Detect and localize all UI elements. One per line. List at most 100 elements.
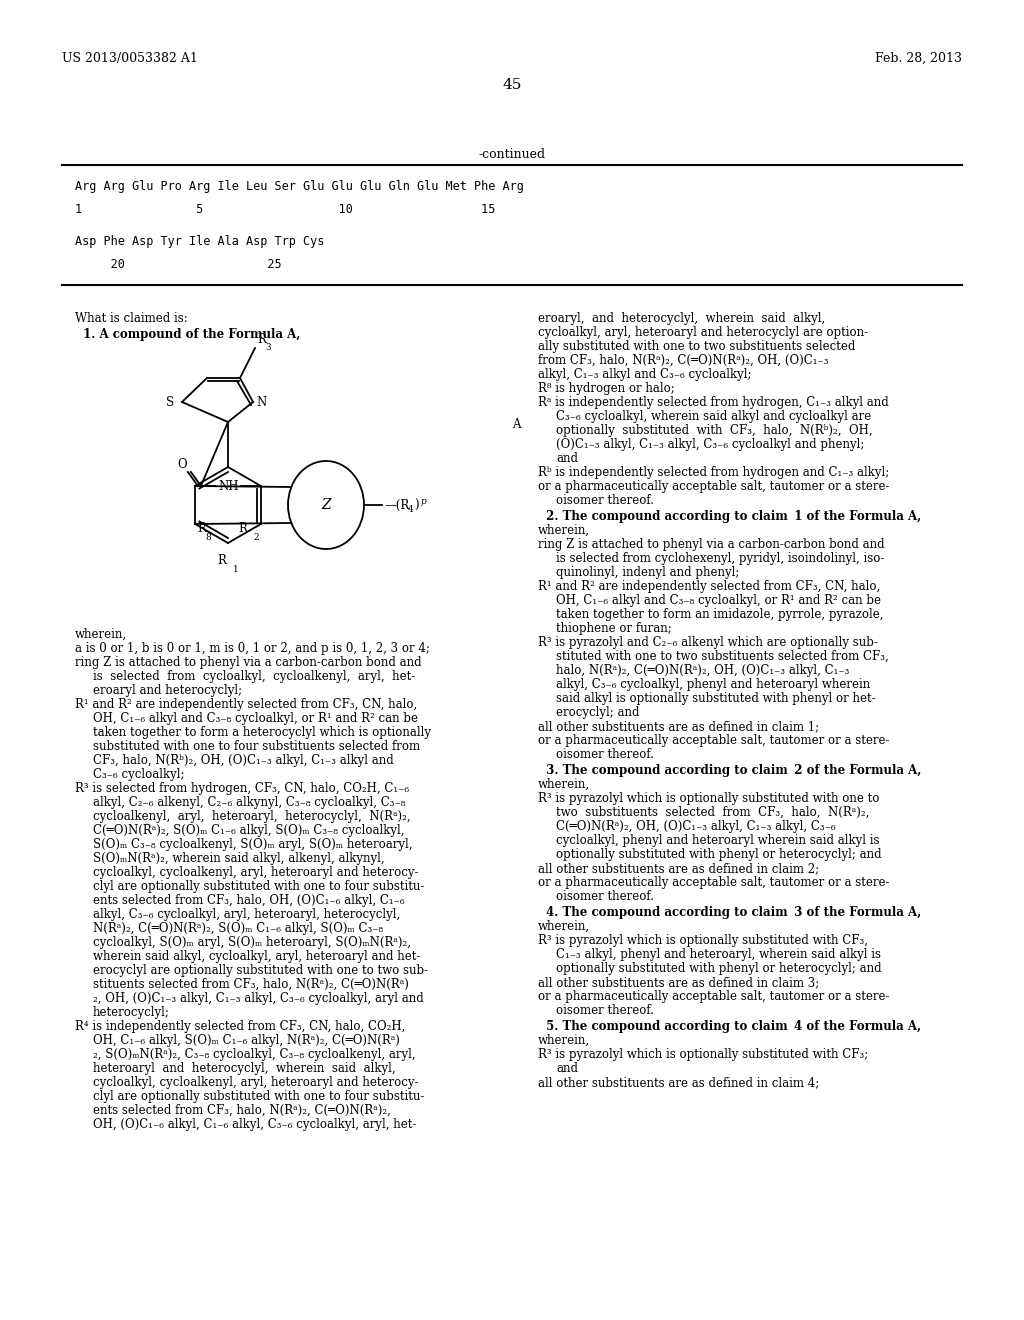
Text: S: S xyxy=(166,396,174,408)
Text: wherein said alkyl, cycloalkyl, aryl, heteroaryl and het-: wherein said alkyl, cycloalkyl, aryl, he… xyxy=(93,950,421,964)
Text: p: p xyxy=(421,496,427,506)
Text: all other substituents are as defined in claim 2;: all other substituents are as defined in… xyxy=(538,862,819,875)
Text: US 2013/0053382 A1: US 2013/0053382 A1 xyxy=(62,51,198,65)
Text: alkyl, C₁₋₃ alkyl and C₃₋₆ cycloalkyl;: alkyl, C₁₋₃ alkyl and C₃₋₆ cycloalkyl; xyxy=(538,368,752,381)
Text: two  substituents  selected  from  CF₃,  halo,  N(Rᵃ)₂,: two substituents selected from CF₃, halo… xyxy=(556,807,869,818)
Text: all other substituents are as defined in claim 3;: all other substituents are as defined in… xyxy=(538,975,819,989)
Text: taken together to form a heterocyclyl which is optionally: taken together to form a heterocyclyl wh… xyxy=(93,726,431,739)
Text: O: O xyxy=(177,458,187,471)
Text: C₁₋₃ alkyl, phenyl and heteroaryl, wherein said alkyl is: C₁₋₃ alkyl, phenyl and heteroaryl, where… xyxy=(556,948,881,961)
Text: oisomer thereof.: oisomer thereof. xyxy=(556,1005,654,1016)
Text: C(═O)N(Rᵃ)₂, S(O)ₘ C₁₋₆ alkyl, S(O)ₘ C₃₋₈ cycloalkyl,: C(═O)N(Rᵃ)₂, S(O)ₘ C₁₋₆ alkyl, S(O)ₘ C₃₋… xyxy=(93,824,404,837)
Text: R¹ and R² are independently selected from CF₃, CN, halo,: R¹ and R² are independently selected fro… xyxy=(538,579,881,593)
Text: R⁴ is independently selected from CF₃, CN, halo, CO₂H,: R⁴ is independently selected from CF₃, C… xyxy=(75,1020,406,1034)
Text: cycloalkyl, cycloalkenyl, aryl, heteroaryl and heterocy-: cycloalkyl, cycloalkenyl, aryl, heteroar… xyxy=(93,866,419,879)
Text: R¹ and R² are independently selected from CF₃, CN, halo,: R¹ and R² are independently selected fro… xyxy=(75,698,417,711)
Text: OH, (O)C₁₋₆ alkyl, C₁₋₆ alkyl, C₃₋₆ cycloalkyl, aryl, het-: OH, (O)C₁₋₆ alkyl, C₁₋₆ alkyl, C₃₋₆ cycl… xyxy=(93,1118,417,1131)
Text: wherein,: wherein, xyxy=(538,777,590,791)
Text: and: and xyxy=(556,451,578,465)
Text: S(O)ₘN(Rᵃ)₂, wherein said alkyl, alkenyl, alkynyl,: S(O)ₘN(Rᵃ)₂, wherein said alkyl, alkenyl… xyxy=(93,851,385,865)
Text: stituents selected from CF₃, halo, N(Rᵃ)₂, C(═O)N(Rᵃ): stituents selected from CF₃, halo, N(Rᵃ)… xyxy=(93,978,409,991)
Text: wherein,: wherein, xyxy=(538,920,590,933)
Text: —(R: —(R xyxy=(384,499,410,511)
Text: Rᵇ is independently selected from hydrogen and C₁₋₃ alkyl;: Rᵇ is independently selected from hydrog… xyxy=(538,466,889,479)
Text: alkyl, C₃₋₆ cycloalkyl, aryl, heteroaryl, heterocyclyl,: alkyl, C₃₋₆ cycloalkyl, aryl, heteroaryl… xyxy=(93,908,400,921)
Text: R⁸ is hydrogen or halo;: R⁸ is hydrogen or halo; xyxy=(538,381,675,395)
Text: ₂, S(O)ₘN(Rᵃ)₂, C₃₋₈ cycloalkyl, C₃₋₈ cycloalkenyl, aryl,: ₂, S(O)ₘN(Rᵃ)₂, C₃₋₈ cycloalkyl, C₃₋₈ cy… xyxy=(93,1048,416,1061)
Text: wherein,: wherein, xyxy=(538,1034,590,1047)
Text: ents selected from CF₃, halo, N(Rᵃ)₂, C(═O)N(Rᵃ)₂,: ents selected from CF₃, halo, N(Rᵃ)₂, C(… xyxy=(93,1104,391,1117)
Text: 45: 45 xyxy=(503,78,521,92)
Text: cycloalkyl, cycloalkenyl, aryl, heteroaryl and heterocy-: cycloalkyl, cycloalkenyl, aryl, heteroar… xyxy=(93,1076,419,1089)
Text: or a pharmaceutically acceptable salt, tautomer or a stere-: or a pharmaceutically acceptable salt, t… xyxy=(538,990,890,1003)
Text: 2: 2 xyxy=(254,533,259,543)
Text: R: R xyxy=(257,333,266,346)
Text: ring Z is attached to phenyl via a carbon-carbon bond and: ring Z is attached to phenyl via a carbo… xyxy=(538,539,885,550)
Text: 8: 8 xyxy=(205,533,211,543)
Text: cycloalkyl, phenyl and heteroaryl wherein said alkyl is: cycloalkyl, phenyl and heteroaryl wherei… xyxy=(556,834,880,847)
Text: ally substituted with one to two substituents selected: ally substituted with one to two substit… xyxy=(538,341,855,352)
Text: OH, C₁₋₆ alkyl and C₃₋₈ cycloalkyl, or R¹ and R² can be: OH, C₁₋₆ alkyl and C₃₋₈ cycloalkyl, or R… xyxy=(93,711,418,725)
Text: wherein,: wherein, xyxy=(538,524,590,537)
Text: all other substituents are as defined in claim 1;: all other substituents are as defined in… xyxy=(538,719,819,733)
Text: 2. The compound according to claim  1 of the Formula A,: 2. The compound according to claim 1 of … xyxy=(538,510,922,523)
Text: N(Rᵃ)₂, C(═O)N(Rᵃ)₂, S(O)ₘ C₁₋₆ alkyl, S(O)ₘ C₃₋₈: N(Rᵃ)₂, C(═O)N(Rᵃ)₂, S(O)ₘ C₁₋₆ alkyl, S… xyxy=(93,921,383,935)
Text: R: R xyxy=(217,554,226,568)
Text: erocyclyl; and: erocyclyl; and xyxy=(556,706,640,719)
Text: from CF₃, halo, N(Rᵃ)₂, C(═O)N(Rᵃ)₂, OH, (O)C₁₋₃: from CF₃, halo, N(Rᵃ)₂, C(═O)N(Rᵃ)₂, OH,… xyxy=(538,354,828,367)
Text: 4. The compound according to claim  3 of the Formula A,: 4. The compound according to claim 3 of … xyxy=(538,906,922,919)
Text: R: R xyxy=(197,523,206,536)
Text: Feb. 28, 2013: Feb. 28, 2013 xyxy=(874,51,962,65)
Text: What is claimed is:: What is claimed is: xyxy=(75,312,187,325)
Text: OH, C₁₋₆ alkyl, S(O)ₘ C₁₋₆ alkyl, N(Rᵃ)₂, C(═O)N(Rᵃ): OH, C₁₋₆ alkyl, S(O)ₘ C₁₋₆ alkyl, N(Rᵃ)₂… xyxy=(93,1034,400,1047)
Text: optionally  substituted  with  CF₃,  halo,  N(Rᵇ)₂,  OH,: optionally substituted with CF₃, halo, N… xyxy=(556,424,872,437)
Text: S(O)ₘ C₃₋₈ cycloalkenyl, S(O)ₘ aryl, S(O)ₘ heteroaryl,: S(O)ₘ C₃₋₈ cycloalkenyl, S(O)ₘ aryl, S(O… xyxy=(93,838,413,851)
Text: 20                    25: 20 25 xyxy=(75,257,282,271)
Text: R³ is pyrazolyl which is optionally substituted with CF₃,: R³ is pyrazolyl which is optionally subs… xyxy=(538,935,868,946)
Text: Rᵃ is independently selected from hydrogen, C₁₋₃ alkyl and: Rᵃ is independently selected from hydrog… xyxy=(538,396,889,409)
Text: thiophene or furan;: thiophene or furan; xyxy=(556,622,672,635)
Text: erocyclyl are optionally substituted with one to two sub-: erocyclyl are optionally substituted wit… xyxy=(93,964,428,977)
Text: cycloalkyl, aryl, heteroaryl and heterocyclyl are option-: cycloalkyl, aryl, heteroaryl and heteroc… xyxy=(538,326,868,339)
Text: eroaryl,  and  heterocyclyl,  wherein  said  alkyl,: eroaryl, and heterocyclyl, wherein said … xyxy=(538,312,825,325)
Text: R³ is pyrazolyl which is optionally substituted with CF₃;: R³ is pyrazolyl which is optionally subs… xyxy=(538,1048,868,1061)
Text: eroaryl and heterocyclyl;: eroaryl and heterocyclyl; xyxy=(93,684,242,697)
Text: NH: NH xyxy=(218,479,239,492)
Text: optionally substituted with phenyl or heterocyclyl; and: optionally substituted with phenyl or he… xyxy=(556,962,882,975)
Text: taken together to form an imidazole, pyrrole, pyrazole,: taken together to form an imidazole, pyr… xyxy=(556,609,884,620)
Text: or a pharmaceutically acceptable salt, tautomer or a stere-: or a pharmaceutically acceptable salt, t… xyxy=(538,876,890,888)
Text: C₃₋₆ cycloalkyl, wherein said alkyl and cycloalkyl are: C₃₋₆ cycloalkyl, wherein said alkyl and … xyxy=(556,411,871,422)
Text: all other substituents are as defined in claim 4;: all other substituents are as defined in… xyxy=(538,1076,819,1089)
Text: or a pharmaceutically acceptable salt, tautomer or a stere-: or a pharmaceutically acceptable salt, t… xyxy=(538,734,890,747)
Text: is  selected  from  cycloalkyl,  cycloalkenyl,  aryl,  het-: is selected from cycloalkyl, cycloalkeny… xyxy=(93,671,416,682)
Text: a is 0 or 1, b is 0 or 1, m is 0, 1 or 2, and p is 0, 1, 2, 3 or 4;: a is 0 or 1, b is 0 or 1, m is 0, 1 or 2… xyxy=(75,642,430,655)
Text: R: R xyxy=(238,523,247,536)
Text: Z: Z xyxy=(322,498,331,512)
Text: R³ is pyrazolyl which is optionally substituted with one to: R³ is pyrazolyl which is optionally subs… xyxy=(538,792,880,805)
Text: CF₃, halo, N(Rᵇ)₂, OH, (O)C₁₋₃ alkyl, C₁₋₃ alkyl and: CF₃, halo, N(Rᵇ)₂, OH, (O)C₁₋₃ alkyl, C₁… xyxy=(93,754,394,767)
Text: heteroaryl  and  heterocyclyl,  wherein  said  alkyl,: heteroaryl and heterocyclyl, wherein sai… xyxy=(93,1063,395,1074)
Text: and: and xyxy=(556,1063,578,1074)
Text: cycloalkyl, S(O)ₘ aryl, S(O)ₘ heteroaryl, S(O)ₘN(Rᵃ)₂,: cycloalkyl, S(O)ₘ aryl, S(O)ₘ heteroaryl… xyxy=(93,936,411,949)
Text: ): ) xyxy=(414,499,419,511)
Text: R³ is selected from hydrogen, CF₃, CN, halo, CO₂H, C₁₋₆: R³ is selected from hydrogen, CF₃, CN, h… xyxy=(75,781,410,795)
Text: A: A xyxy=(512,418,520,432)
Text: or a pharmaceutically acceptable salt, tautomer or a stere-: or a pharmaceutically acceptable salt, t… xyxy=(538,480,890,492)
Text: OH, C₁₋₆ alkyl and C₃₋₈ cycloalkyl, or R¹ and R² can be: OH, C₁₋₆ alkyl and C₃₋₈ cycloalkyl, or R… xyxy=(556,594,881,607)
Text: Arg Arg Glu Pro Arg Ile Leu Ser Glu Glu Glu Gln Glu Met Phe Arg: Arg Arg Glu Pro Arg Ile Leu Ser Glu Glu … xyxy=(75,180,524,193)
Text: 3: 3 xyxy=(265,343,270,352)
Text: 1                5                   10                  15: 1 5 10 15 xyxy=(75,203,496,216)
Text: optionally substituted with phenyl or heterocyclyl; and: optionally substituted with phenyl or he… xyxy=(556,847,882,861)
Text: 1. A compound of the Formula A,: 1. A compound of the Formula A, xyxy=(75,327,300,341)
Text: cycloalkenyl,  aryl,  heteroaryl,  heterocyclyl,  N(Rᵃ)₂,: cycloalkenyl, aryl, heteroaryl, heterocy… xyxy=(93,810,411,822)
Text: C₃₋₆ cycloalkyl;: C₃₋₆ cycloalkyl; xyxy=(93,768,184,781)
Text: oisomer thereof.: oisomer thereof. xyxy=(556,748,654,762)
Text: said alkyl is optionally substituted with phenyl or het-: said alkyl is optionally substituted wit… xyxy=(556,692,876,705)
Text: -continued: -continued xyxy=(478,148,546,161)
Text: stituted with one to two substituents selected from CF₃,: stituted with one to two substituents se… xyxy=(556,649,889,663)
Text: 3. The compound according to claim  2 of the Formula A,: 3. The compound according to claim 2 of … xyxy=(538,764,922,777)
Text: oisomer thereof.: oisomer thereof. xyxy=(556,890,654,903)
Text: 5. The compound according to claim  4 of the Formula A,: 5. The compound according to claim 4 of … xyxy=(538,1020,922,1034)
Text: quinolinyl, indenyl and phenyl;: quinolinyl, indenyl and phenyl; xyxy=(556,566,739,579)
Text: oisomer thereof.: oisomer thereof. xyxy=(556,494,654,507)
